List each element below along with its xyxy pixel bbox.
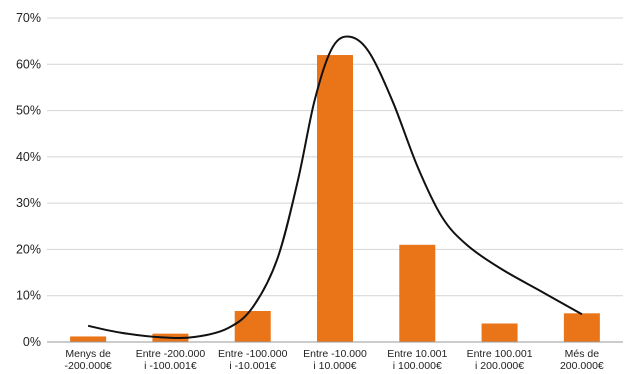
distribution-curve [87, 35, 583, 340]
y-tick-label: 50% [16, 104, 41, 118]
bars [70, 55, 600, 343]
curve-line [87, 35, 583, 340]
x-tick-label: Entre 100.001 i 200.000€ [467, 348, 533, 372]
y-tick-label: 70% [16, 11, 41, 25]
y-tick-label: 40% [16, 150, 41, 164]
x-tick-label: Entre -200.000 i -100.001€ [136, 348, 206, 372]
bar [563, 313, 600, 342]
bar [234, 310, 271, 342]
y-tick-labels: 0% 10% 20% 30% 40% 50% 60% 70% [16, 11, 41, 349]
x-tick-label: Entre -10.000 i 10.000€ [303, 348, 367, 372]
x-tick-label: Entre 10.001 i 100.000€ [387, 348, 447, 372]
x-tick-label: Entre -100.000 i -10.001€ [218, 348, 288, 372]
x-tick-label: Més de 200.000€ [560, 348, 604, 372]
y-tick-label: 60% [16, 57, 41, 71]
bar [317, 55, 353, 343]
x-tick-labels: Menys de -200.000€ Entre -200.000 i -100.00… [64, 348, 603, 372]
bar [70, 336, 107, 342]
y-tick-label: 30% [16, 196, 41, 210]
y-tick-label: 0% [23, 335, 41, 349]
bar [481, 323, 518, 342]
y-tick-label: 10% [16, 289, 41, 303]
x-tick-label: Menys de -200.000€ [64, 348, 111, 372]
y-tick-label: 20% [16, 242, 41, 256]
bar [399, 244, 436, 342]
